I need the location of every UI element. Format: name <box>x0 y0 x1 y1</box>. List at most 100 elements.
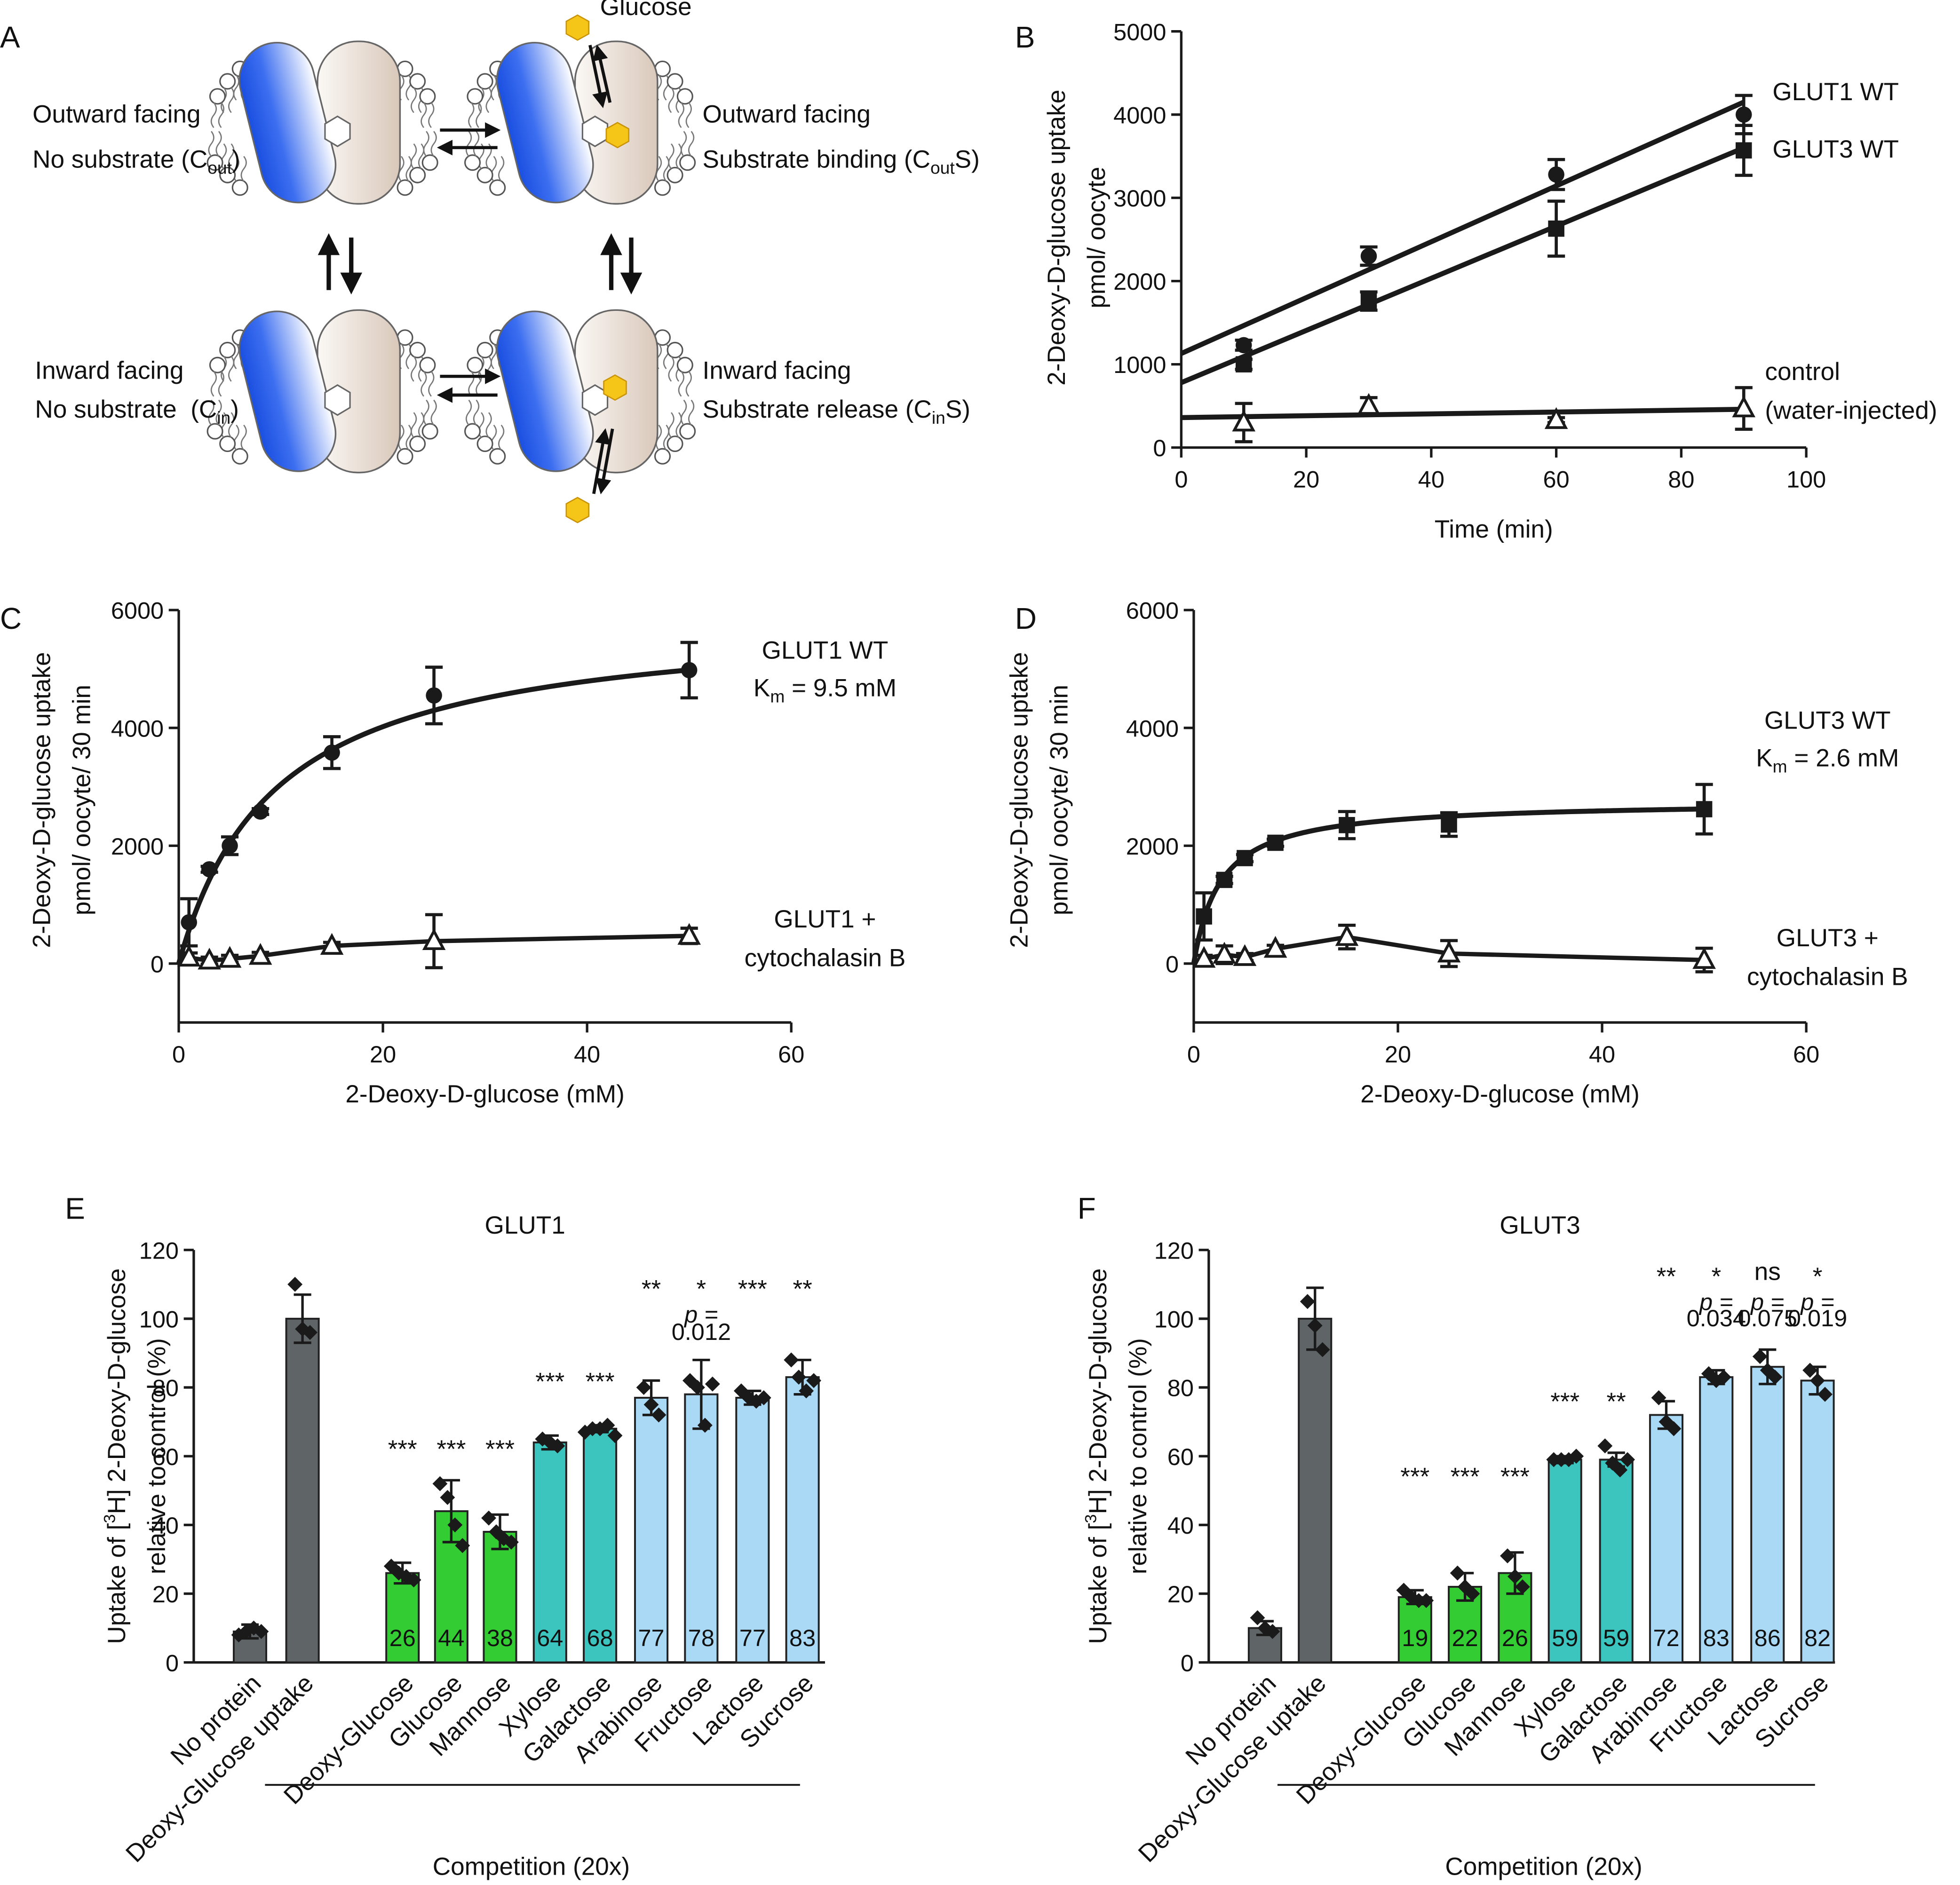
value-label: 44 <box>438 1624 464 1651</box>
x-tick-label: 40 <box>1589 1041 1615 1068</box>
data-point <box>1437 941 1461 963</box>
y-tick-label: 40 <box>1167 1512 1194 1539</box>
km-label: Km = 9.5 mM <box>754 674 897 706</box>
label-sub: m <box>770 687 785 706</box>
y-tick-label: 100 <box>1154 1306 1194 1333</box>
legend-label: cytochalasin B <box>745 944 906 972</box>
label-text: H] 2-Deoxy-D-glucose <box>103 1268 131 1514</box>
replicate-point <box>1515 1579 1530 1594</box>
x-axis-label: 2-Deoxy-D-glucose (mM) <box>1360 1080 1640 1108</box>
replicate-point <box>1300 1294 1315 1309</box>
y-axis-label: Uptake of [3H] 2-Deoxy-D-glucose <box>101 1268 130 1644</box>
data-point <box>1263 936 1287 958</box>
replicate-point <box>1597 1438 1613 1454</box>
y-tick-label: 5000 <box>1113 18 1166 45</box>
error-bar <box>442 1479 460 1544</box>
y-axis-label: relative to control (%) <box>1124 1338 1152 1574</box>
replicate-point <box>481 1510 497 1526</box>
bar <box>1298 1317 1333 1663</box>
panel-letter: A <box>0 20 20 54</box>
p-value: 0.075 <box>1738 1305 1797 1331</box>
label-text: H] 2-Deoxy-D-glucose <box>1084 1268 1112 1514</box>
y-tick-label: 40 <box>152 1512 179 1539</box>
value-label: 83 <box>789 1624 816 1651</box>
data-point <box>1192 946 1216 968</box>
bar <box>483 1531 517 1663</box>
y-tick-label: 60 <box>1167 1443 1194 1470</box>
significance: ns <box>1754 1258 1781 1286</box>
chart-title: GLUT1 <box>485 1212 565 1239</box>
data-point <box>1544 407 1568 429</box>
value-label: 77 <box>739 1624 766 1651</box>
data-point <box>252 803 269 820</box>
data-point <box>681 662 698 679</box>
y-tick-label: 20 <box>1167 1581 1194 1608</box>
y-tick-label: 4000 <box>1113 102 1166 128</box>
bar <box>583 1427 618 1663</box>
significance: * <box>1813 1263 1823 1291</box>
label-sub: m <box>1773 757 1787 776</box>
replicate-point <box>1817 1386 1833 1402</box>
data-point <box>1267 834 1284 851</box>
value-label: 64 <box>537 1624 563 1651</box>
y-tick-label: 2000 <box>111 833 164 860</box>
data-point <box>1696 801 1713 817</box>
significance: *** <box>1400 1463 1429 1490</box>
replicate-point <box>302 1325 318 1340</box>
data-point <box>198 948 221 970</box>
data-point <box>320 933 344 955</box>
fit-line <box>1180 145 1745 385</box>
chart-panel: C 0 20 40 60 0 2000 4000 6000 2-Deoxy-D-glucose (… <box>0 597 905 1108</box>
x-tick-label: 20 <box>1293 466 1319 493</box>
replicate-point <box>784 1352 799 1368</box>
label-sup: 3 <box>101 1514 119 1523</box>
data-point <box>1735 142 1752 159</box>
transporter <box>207 303 437 479</box>
x-tick-label: 0 <box>1187 1041 1200 1068</box>
p-label: p = <box>1800 1288 1834 1315</box>
replicate-point <box>1716 1370 1731 1385</box>
bar <box>1547 1458 1582 1663</box>
label-text: K <box>1756 744 1772 772</box>
data-point <box>1213 942 1236 964</box>
bar <box>1750 1366 1785 1663</box>
value-label: 59 <box>1603 1624 1629 1651</box>
y-tick-label: 100 <box>139 1306 179 1333</box>
data-point <box>1235 356 1252 372</box>
replicate-point <box>636 1380 651 1395</box>
data-point <box>248 943 272 965</box>
significance: ** <box>1606 1388 1626 1416</box>
significance: ** <box>793 1275 812 1303</box>
x-tick-label: 20 <box>1385 1041 1411 1068</box>
legend-label: GLUT1 WT <box>1772 78 1899 106</box>
bar <box>1699 1376 1734 1663</box>
data-point <box>1235 337 1252 354</box>
replicate-point <box>1802 1362 1818 1378</box>
data-point <box>1232 410 1256 432</box>
state-title: Inward facing <box>703 356 851 384</box>
label-text: Uptake of [ <box>1084 1523 1112 1644</box>
y-axis-label: pmol/ oocyte/ 30 min <box>68 685 95 915</box>
desc-sub: in <box>217 408 230 428</box>
y-tick-label: 80 <box>1167 1375 1194 1402</box>
replicate-point <box>1500 1548 1515 1564</box>
x-tick-label: 60 <box>778 1041 804 1068</box>
desc-text: ) <box>232 145 240 173</box>
data-point <box>324 744 340 761</box>
glucose-icon <box>605 122 630 149</box>
data-point <box>1339 817 1355 833</box>
panel-letter: C <box>0 602 22 635</box>
y-tick-label: 2000 <box>1126 833 1179 860</box>
value-label: 59 <box>1552 1624 1578 1651</box>
replicate-point <box>254 1624 269 1639</box>
p-label: p = <box>1750 1288 1785 1315</box>
significance: *** <box>436 1435 466 1463</box>
replicate-point <box>432 1476 448 1491</box>
x-tick-label: 40 <box>1418 466 1444 493</box>
desc-text: Substrate binding (C <box>703 145 930 173</box>
significance: *** <box>1550 1388 1579 1416</box>
y-axis-label: pmol/ oocyte/ 30 min <box>1046 685 1073 915</box>
replicate-point <box>287 1276 303 1292</box>
state-title: Outward facing <box>32 101 200 128</box>
value-label: 22 <box>1452 1624 1478 1651</box>
